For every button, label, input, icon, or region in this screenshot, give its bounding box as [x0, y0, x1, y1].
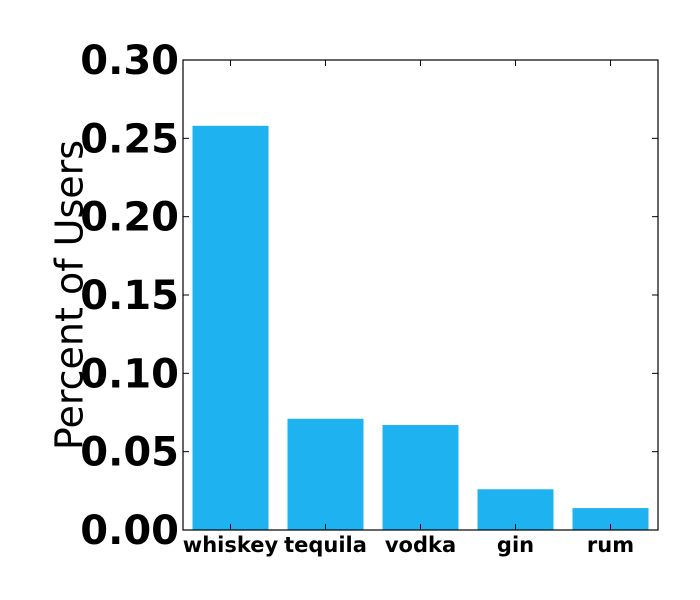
bar-vodka [382, 425, 459, 530]
y-tick-label-6: 0.30 [80, 38, 179, 84]
y-tick-label-4: 0.20 [80, 195, 179, 241]
x-tick-labels: whiskey tequila vodka gin rum [183, 533, 634, 557]
x-tick-label-rum: rum [587, 533, 634, 557]
bar-tequila [287, 418, 364, 530]
bar-whiskey [192, 125, 269, 531]
bar-rum [572, 508, 649, 530]
ticks [183, 59, 658, 531]
y-axis-label: Percent of Users [48, 140, 92, 450]
x-tick-label-gin: gin [497, 533, 534, 557]
bar-gin [477, 489, 554, 530]
y-tick-labels: 0.00 0.05 0.10 0.15 0.20 0.25 0.30 [80, 38, 179, 554]
y-tick-label-3: 0.15 [80, 273, 179, 319]
y-tick-label-2: 0.10 [80, 351, 179, 397]
y-tick-label-5: 0.25 [80, 116, 179, 162]
bars [192, 125, 649, 531]
y-tick-label-1: 0.05 [80, 430, 179, 476]
x-tick-label-tequila: tequila [284, 533, 367, 557]
y-tick-label-0: 0.00 [80, 508, 179, 554]
x-tick-label-whiskey: whiskey [183, 533, 279, 557]
x-tick-label-vodka: vodka [385, 533, 456, 557]
